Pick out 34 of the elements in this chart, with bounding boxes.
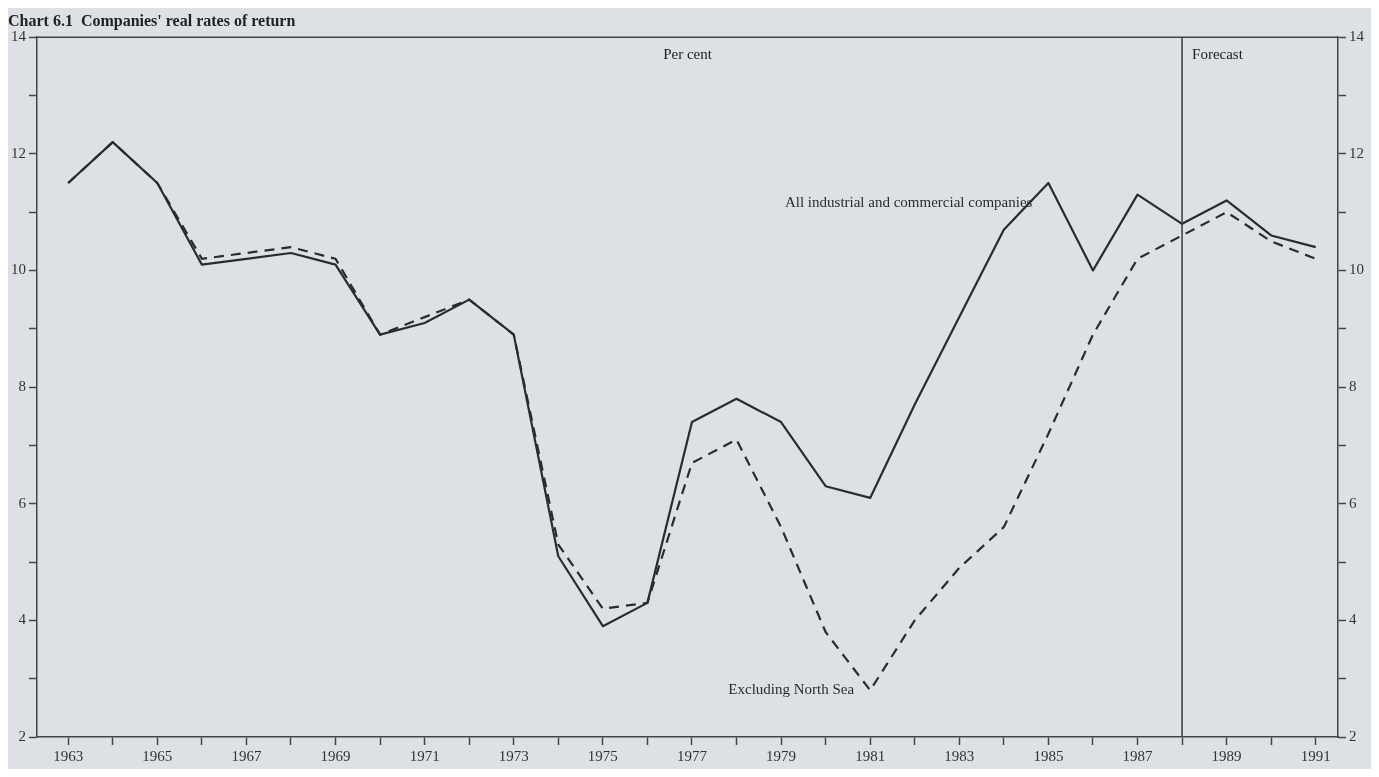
chart-title: Chart 6.1 Companies' real rates of return	[8, 11, 296, 30]
x-tick-label: 1989	[1211, 747, 1242, 764]
y2-tick-label: 10	[1349, 261, 1364, 278]
x-tick-label: 1965	[142, 747, 173, 764]
x-tick-label: 1973	[498, 747, 529, 764]
x-tick-label: 1963	[53, 747, 84, 764]
y2-tick-label: 2	[1349, 727, 1357, 744]
series-label: Excluding North Sea	[728, 681, 855, 698]
y2-tick-label: 14	[1349, 28, 1365, 45]
y2-tick-label: 8	[1349, 378, 1357, 395]
y-tick-label: 14	[11, 28, 27, 45]
x-tick-label: 1977	[676, 747, 708, 764]
y-tick-label: 10	[11, 261, 26, 278]
annotation: Per cent	[663, 45, 713, 62]
x-tick-label: 1983	[944, 747, 975, 764]
x-tick-label: 1987	[1122, 747, 1153, 764]
y2-tick-label: 12	[1349, 144, 1364, 161]
y-tick-label: 4	[18, 611, 27, 628]
series-label: All industrial and commercial companies	[784, 193, 1033, 210]
x-tick-label: 1991	[1300, 747, 1331, 764]
x-tick-label: 1985	[1033, 747, 1064, 764]
y-tick-label: 8	[18, 378, 26, 395]
x-tick-label: 1979	[766, 747, 797, 764]
x-tick-label: 1969	[320, 747, 351, 764]
y-tick-label: 12	[11, 144, 26, 161]
y2-tick-label: 4	[1349, 611, 1357, 628]
x-tick-label: 1971	[409, 747, 440, 764]
x-tick-label: 1975	[587, 747, 618, 764]
y2-tick-label: 6	[1349, 494, 1357, 511]
x-tick-label: 1981	[855, 747, 886, 764]
x-tick-label: 1967	[231, 747, 262, 764]
y-tick-label: 6	[18, 494, 27, 511]
y-tick-label: 2	[18, 727, 26, 744]
ref-line-label: Forecast	[1192, 45, 1244, 62]
